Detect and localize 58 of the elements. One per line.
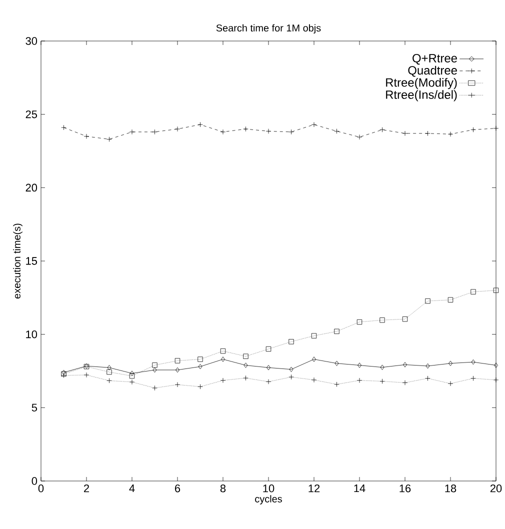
point	[493, 288, 498, 293]
x-tick-label: 20	[490, 484, 502, 492]
legend-label: Quadtree	[408, 66, 457, 77]
y-tick-label: 25	[26, 110, 37, 118]
x-tick-label: 0	[38, 484, 44, 492]
point	[220, 348, 226, 354]
point	[470, 289, 476, 294]
x-tick-label: 8	[220, 484, 226, 492]
point	[220, 356, 225, 362]
point	[289, 366, 294, 372]
point	[106, 369, 112, 375]
point	[242, 354, 248, 359]
x-tick-label: 6	[174, 484, 180, 492]
x-tick-label: 4	[129, 484, 135, 492]
point	[129, 373, 134, 379]
point	[402, 316, 408, 322]
point	[402, 362, 407, 368]
x-tick-label: 2	[84, 484, 89, 492]
point	[379, 318, 385, 323]
point	[334, 328, 340, 334]
point	[448, 297, 453, 302]
point	[130, 370, 134, 376]
x-tick-label: 12	[308, 484, 320, 492]
point	[244, 362, 248, 368]
point	[380, 364, 384, 370]
point	[174, 358, 180, 364]
point	[312, 356, 316, 362]
point	[448, 360, 452, 366]
legend-label: Rtree(Modify)	[386, 78, 457, 90]
x-axis-title: cycles	[254, 495, 282, 504]
y-tick-label: 15	[26, 257, 37, 265]
y-axis-title: execution time(s)	[12, 224, 22, 299]
point	[426, 363, 430, 369]
point	[424, 298, 430, 304]
y-tick-label: 20	[26, 184, 37, 192]
y-tick-label: 0	[32, 477, 37, 485]
point	[266, 346, 271, 352]
point	[311, 333, 316, 338]
point	[288, 339, 294, 344]
y-tick-label: 10	[26, 330, 37, 338]
point	[356, 319, 362, 325]
legend-label: Rtree(Ins/del)	[386, 90, 457, 102]
point	[471, 359, 476, 365]
x-tick-label: 10	[263, 484, 274, 492]
point	[198, 364, 202, 370]
point	[266, 365, 270, 370]
point	[175, 367, 180, 373]
point	[107, 365, 112, 370]
legend-label: Q+Rtree	[412, 54, 457, 65]
point	[334, 360, 339, 366]
point	[197, 356, 203, 362]
chart-title: Search time for 1M objs	[216, 24, 321, 34]
point	[357, 362, 362, 368]
x-tick-label: 14	[354, 484, 366, 492]
x-tick-label: 18	[445, 484, 456, 492]
y-tick-label: 30	[26, 37, 37, 45]
x-tick-label: 16	[400, 484, 410, 492]
y-tick-label: 5	[32, 404, 37, 412]
